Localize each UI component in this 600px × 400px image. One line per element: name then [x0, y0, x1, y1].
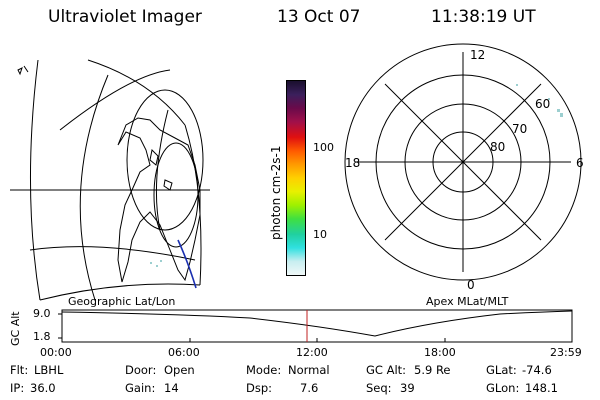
footer-flt-label: Flt:: [10, 363, 29, 377]
footer-seq-label: Seq:: [366, 381, 392, 395]
left-panel-caption: Geographic Lat/Lon: [68, 295, 176, 308]
footer-gcalt-label: GC Alt:: [366, 363, 407, 377]
footer-gain-label: Gain:: [125, 381, 156, 395]
date-label: 13 Oct 07: [277, 7, 361, 27]
mlat-label-60: 60: [535, 97, 551, 111]
altitude-xtick-1: 06:00: [168, 346, 200, 359]
footer-ip-label: IP:: [10, 381, 25, 395]
footer-glon-value: 148.1: [525, 381, 558, 395]
altitude-ylabel: GC Alt: [9, 311, 22, 346]
footer-mode-label: Mode:: [246, 363, 282, 377]
colorbar-tick-100: 100: [313, 141, 334, 154]
geographic-map: [10, 59, 210, 301]
instrument-title: Ultraviolet Imager: [48, 7, 202, 27]
footer-seq-value: 39: [400, 381, 415, 395]
time-label: 11:38:19 UT: [431, 7, 536, 27]
footer-glat-value: -74.6: [522, 363, 552, 377]
footer-gcalt-value: 5.9 Re: [414, 363, 451, 377]
orbit-track: [177, 239, 197, 289]
footer-door-label: Door:: [125, 363, 157, 377]
auroral-dots-left: [150, 260, 162, 267]
altitude-curve: [61, 310, 573, 337]
altitude-ytick-9: 9.0: [33, 307, 51, 320]
mlt-label-18: 18: [345, 156, 361, 170]
mlat-label-80: 80: [490, 140, 506, 154]
colorbar: [286, 80, 306, 276]
footer-gain-value: 14: [164, 381, 179, 395]
colorbar-tick-10: 10: [313, 228, 327, 241]
mlt-label-6: 6: [576, 156, 584, 170]
altitude-xtick-3: 18:00: [424, 346, 456, 359]
footer-door-value: Open: [164, 363, 195, 377]
altitude-ytick-1: 1.8: [33, 330, 51, 343]
map-fragment: [17, 65, 29, 76]
footer-ip-value: 36.0: [30, 381, 56, 395]
altitude-xtick-0: 00:00: [40, 346, 72, 359]
footer-dsp-value: 7.6: [300, 381, 319, 395]
footer-glon-label: GLon:: [486, 381, 520, 395]
altitude-xtick-4: 23:59: [550, 346, 582, 359]
polar-grid: [344, 43, 582, 281]
mlat-label-70: 70: [512, 122, 528, 136]
auroral-dots-right: [516, 84, 563, 117]
altitude-xtick-2: 12:00: [296, 346, 328, 359]
footer-glat-label: GLat:: [486, 363, 517, 377]
mlt-label-12: 12: [470, 48, 486, 62]
mlt-label-0: 0: [467, 278, 475, 292]
footer-dsp-label: Dsp:: [246, 381, 273, 395]
right-panel-caption: Apex MLat/MLT: [426, 295, 509, 308]
altitude-ticks: [58, 313, 446, 342]
footer-flt-value: LBHL: [34, 363, 64, 377]
colorbar-unit-label: photon cm-2s-1: [269, 145, 283, 241]
footer-mode-value: Normal: [288, 363, 330, 377]
